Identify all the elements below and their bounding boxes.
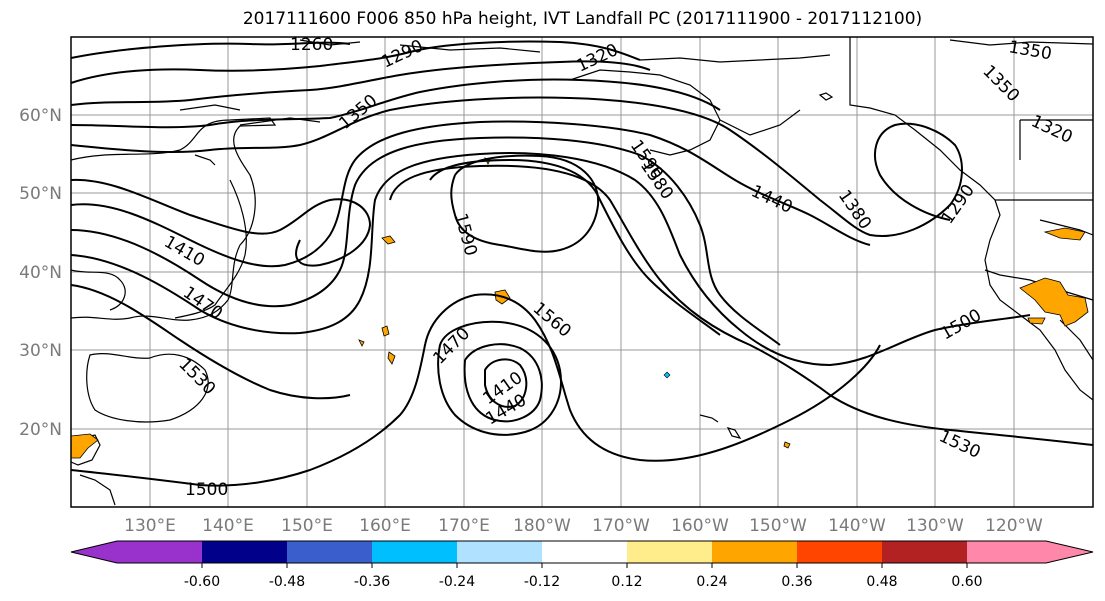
colorbar-tick-label: -0.60 (184, 574, 220, 590)
colorbar-segment (457, 541, 542, 563)
lon-label: 150°W (749, 516, 807, 536)
contour-1440 (70, 120, 871, 268)
colorbar-segment (542, 541, 627, 563)
lon-label: 130°W (906, 516, 964, 536)
latitude-labels: 60°N 50°N 40°N 30°N 20°N (19, 106, 62, 440)
lat-label: 30°N (19, 341, 62, 361)
contour-label: 1260 (290, 35, 333, 55)
colorbar-tick-label: -0.24 (439, 574, 475, 590)
lon-label: 130°E (124, 516, 176, 536)
contour-1380 (70, 96, 963, 237)
colorbar-outline (70, 540, 1094, 564)
colorbar-tick-label: 0.24 (696, 574, 727, 590)
contour-1500a (70, 152, 1031, 367)
lon-label: 120°W (985, 516, 1043, 536)
colorbar: -0.60 -0.48 -0.36 -0.24 -0.12 0.12 0.24 … (70, 540, 1094, 590)
contour-1410b (484, 358, 528, 408)
contour-1470 (70, 136, 781, 346)
colorbar-segment (797, 541, 882, 563)
lat-label: 20°N (19, 420, 62, 440)
colorbar-extend-low (71, 541, 117, 563)
lat-label: 60°N (19, 106, 62, 126)
map-border (70, 36, 1094, 508)
colorbar-tick-label: 0.48 (866, 574, 897, 590)
longitude-labels: 130°E 140°E 150°E 160°E 170°E 180°W 170°… (124, 516, 1043, 536)
colorbar-segment (117, 541, 202, 563)
colorbar-segment (627, 541, 712, 563)
lat-label: 40°N (19, 263, 62, 283)
colorbar-tick-label: 0.12 (611, 574, 642, 590)
contour-1320 (70, 60, 651, 106)
lon-label: 140°E (202, 516, 254, 536)
height-contours (70, 40, 1094, 487)
contour-1440b (463, 343, 543, 423)
colorbar-segment (967, 541, 1046, 563)
map-title: 2017111600 F006 850 hPa height, IVT Land… (242, 9, 923, 29)
lon-label: 170°E (438, 516, 490, 536)
lon-label: 180°W (513, 516, 571, 536)
colorbar-extend-high (1046, 541, 1093, 563)
lon-label: 160°W (671, 516, 729, 536)
contour-1530b (389, 164, 1094, 446)
lat-label: 50°N (19, 184, 62, 204)
contour-1350a (70, 78, 721, 129)
ivt-negative-region (663, 371, 671, 379)
colorbar-segment (202, 541, 287, 563)
contour-label: 1500 (185, 480, 228, 500)
colorbar-tick-label: -0.48 (269, 574, 305, 590)
contour-1500b (70, 293, 881, 487)
colorbar-segment (372, 541, 457, 563)
colorbar-segment (712, 541, 797, 563)
colorbar-segment (287, 541, 372, 563)
colorbar-segment (882, 541, 967, 563)
colorbar-tick-label: -0.36 (354, 574, 390, 590)
contour-1470b (437, 320, 562, 436)
coastlines (70, 37, 1094, 506)
contour-1290 (70, 40, 641, 84)
contour-1530a (70, 284, 351, 400)
lon-label: 170°W (592, 516, 650, 536)
lon-label: 150°E (281, 516, 333, 536)
lon-label: 140°W (828, 516, 886, 536)
contour-1590 (450, 154, 600, 253)
colorbar-tick-label: 0.60 (951, 574, 982, 590)
colorbar-tick-label: -0.12 (524, 574, 560, 590)
colorbar-tick-label: 0.36 (781, 574, 812, 590)
contour-1260 (70, 41, 351, 59)
lon-label: 160°E (359, 516, 411, 536)
contour-1410 (70, 178, 372, 267)
